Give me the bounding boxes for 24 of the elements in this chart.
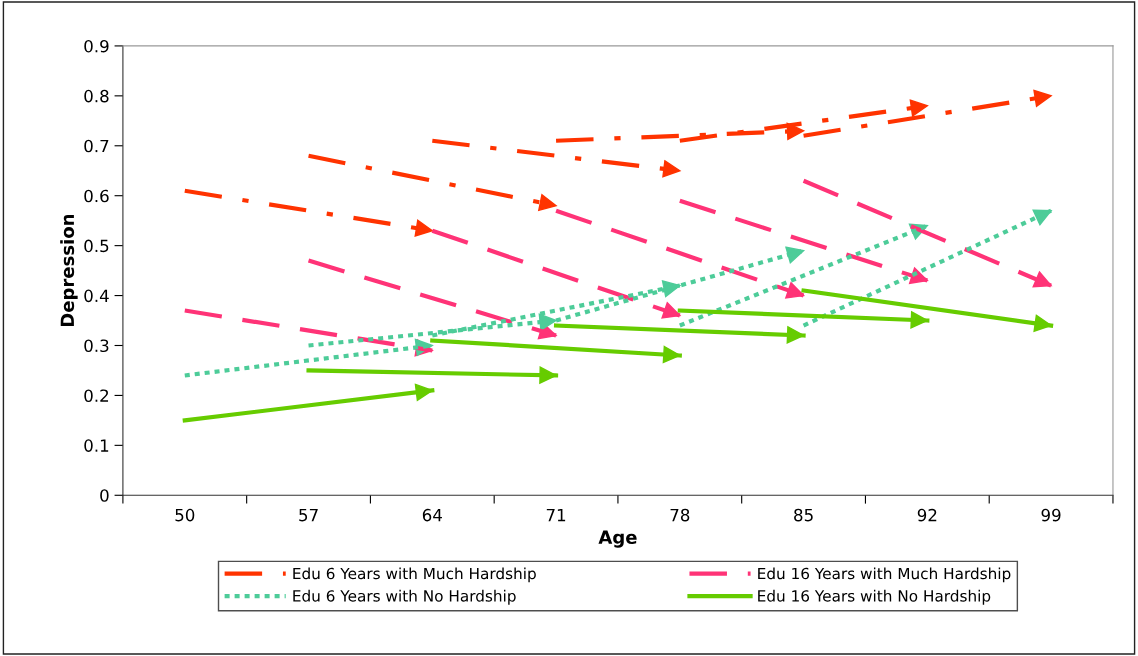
y-tick-label: 0.7 xyxy=(84,139,109,153)
y-tick-label: 0.4 xyxy=(84,289,109,303)
y-tick-label: 0.5 xyxy=(84,239,109,253)
x-tick-label: 64 xyxy=(422,508,442,522)
y-tick-label: 0.1 xyxy=(84,439,109,452)
y-axis-title: Depression xyxy=(60,214,78,327)
x-tick-label: 57 xyxy=(299,508,318,522)
y-tick-label: 0.2 xyxy=(84,389,109,402)
legend-label: Edu 16 Years with Much Hardship xyxy=(758,567,1011,583)
x-tick-label: 99 xyxy=(1041,508,1061,522)
legend-label: Edu 16 Years with No Hardship xyxy=(758,589,991,605)
x-tick-label: 50 xyxy=(175,508,195,522)
legend-label: Edu 6 Years with Much Hardship xyxy=(293,567,536,583)
y-tick-label: 0.9 xyxy=(84,39,109,53)
y-tick-label: 0.6 xyxy=(84,189,109,203)
x-tick-label: 78 xyxy=(670,508,690,522)
x-tick-label: 92 xyxy=(917,508,937,522)
y-tick-label: 0.3 xyxy=(84,339,109,353)
x-axis-title: Age xyxy=(598,530,637,548)
y-tick-label: 0.8 xyxy=(84,89,109,103)
legend-label: Edu 6 Years with No Hardship xyxy=(293,589,516,605)
x-tick-label: 71 xyxy=(546,508,566,522)
y-tick-label: 0 xyxy=(100,489,109,502)
x-tick-label: 85 xyxy=(794,508,813,522)
